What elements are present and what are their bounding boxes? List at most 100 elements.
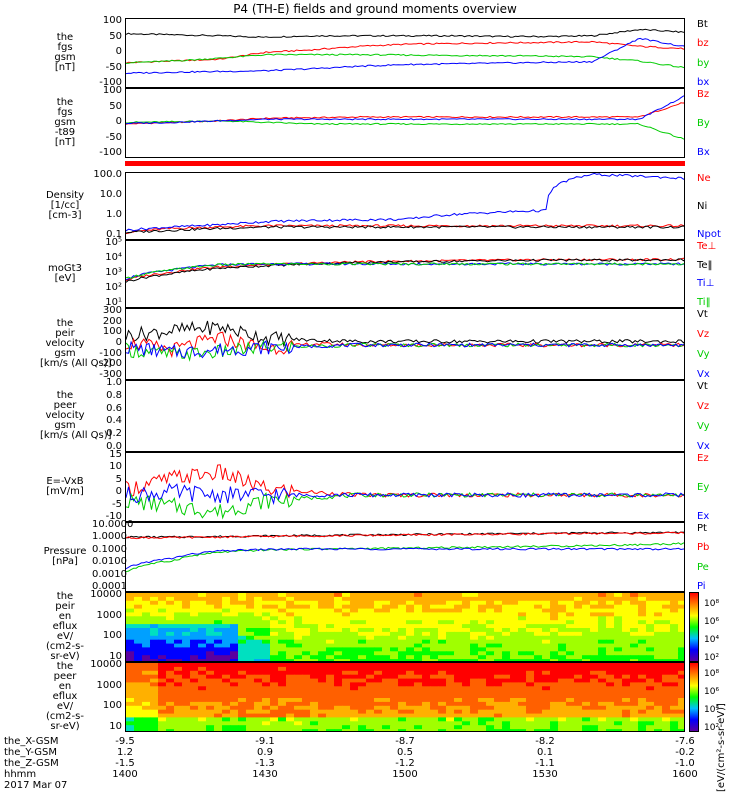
ytick-label: 10.0 [99, 189, 122, 200]
heatmap-cell [526, 698, 535, 703]
heatmap-cell [174, 725, 183, 730]
heatmap-cell [222, 612, 231, 617]
heatmap-cell [678, 635, 684, 641]
heatmap-cell [238, 659, 247, 661]
heatmap-cell [414, 678, 423, 684]
heatmap-cell [390, 639, 399, 645]
panel-10-ylabel: the peer en eflux eV/(cm2-s-sr-eV) [40, 662, 90, 732]
heatmap-cell [214, 620, 223, 625]
heatmap-cell [350, 655, 359, 660]
colorbar-tick: 10⁴ [704, 705, 720, 715]
heatmap-cell [142, 670, 151, 676]
heatmap-cell [414, 655, 423, 660]
legend-bz: bz [697, 38, 709, 50]
heatmap-cell [662, 713, 671, 719]
heatmap-cell [350, 624, 359, 629]
legend-By: By [697, 118, 710, 129]
heatmap-cell [454, 701, 463, 707]
heatmap-cell [630, 663, 639, 668]
heatmap-cell [382, 686, 391, 691]
heatmap-cell [270, 694, 279, 699]
heatmap-cell [374, 670, 383, 676]
heatmap-cell [470, 674, 479, 680]
heatmap-cell [310, 717, 319, 722]
colorbar-tick: 10⁸ [704, 669, 720, 679]
heatmap-cell [478, 709, 487, 715]
heatmap-cell [406, 663, 415, 668]
heatmap-cell [654, 682, 663, 687]
heatmap-cell [262, 690, 271, 695]
heatmap-cell [190, 701, 199, 707]
heatmap-cell [158, 694, 167, 699]
heatmap-cell [670, 635, 679, 641]
heatmap-cell [134, 635, 143, 641]
heatmap-cell [238, 690, 247, 695]
heatmap-cell [502, 698, 511, 703]
heatmap-cell [302, 682, 311, 687]
heatmap-cell [478, 600, 487, 606]
heatmap-cell [158, 729, 167, 731]
heatmap-cell [294, 639, 303, 645]
heatmap-cell [534, 674, 543, 680]
heatmap-cell [678, 593, 684, 598]
heatmap-cell [206, 616, 215, 621]
heatmap-cell [366, 690, 375, 695]
heatmap-cell [366, 678, 375, 684]
heatmap-cell [278, 596, 287, 602]
heatmap-cell [190, 596, 199, 602]
heatmap-cell [678, 709, 684, 715]
heatmap-cell [670, 631, 679, 637]
heatmap-cell [670, 596, 679, 602]
heatmap-cell [502, 678, 511, 684]
heatmap-cell [246, 713, 255, 719]
heatmap-cell [598, 678, 607, 684]
heatmap-cell [214, 612, 223, 617]
heatmap-cell [606, 717, 615, 722]
heatmap-cell [414, 624, 423, 629]
heatmap-cell [558, 655, 567, 660]
heatmap-cell [454, 659, 463, 661]
heatmap-cell [126, 717, 135, 722]
heatmap-cell [542, 651, 551, 656]
heatmap-cell [598, 596, 607, 602]
series-Npot-line [126, 173, 684, 232]
heatmap-cell [286, 713, 295, 719]
heatmap-cell [662, 674, 671, 680]
heatmap-cell [286, 686, 295, 691]
heatmap-cell [230, 666, 239, 672]
heatmap-cell [334, 705, 343, 711]
heatmap-cell [334, 600, 343, 606]
heatmap-cell [262, 694, 271, 699]
heatmap-cell [590, 682, 599, 687]
heatmap-cell [134, 620, 143, 625]
heatmap-cell [326, 705, 335, 711]
heatmap-cell [494, 705, 503, 711]
heatmap-cell [630, 624, 639, 629]
heatmap-cell [302, 624, 311, 629]
heatmap-cell [574, 682, 583, 687]
heatmap-cell [342, 600, 351, 606]
heatmap-cell [558, 690, 567, 695]
heatmap-cell [414, 717, 423, 722]
heatmap-cell [302, 666, 311, 672]
heatmap-cell [566, 639, 575, 645]
heatmap-cell [582, 651, 591, 656]
heatmap-cell [390, 725, 399, 730]
heatmap-cell [518, 709, 527, 715]
heatmap-cell [662, 663, 671, 668]
heatmap-cell [126, 725, 135, 730]
heatmap-cell [398, 729, 407, 731]
heatmap-cell [270, 709, 279, 715]
heatmap-cell [478, 690, 487, 695]
heatmap-cell [590, 635, 599, 641]
heatmap-cell [534, 666, 543, 672]
heatmap-cell [670, 701, 679, 707]
heatmap-cell [430, 635, 439, 641]
heatmap-cell [510, 694, 519, 699]
heatmap-cell [638, 604, 647, 610]
heatmap-cell [262, 639, 271, 645]
heatmap-cell [142, 612, 151, 617]
heatmap-cell [318, 628, 327, 633]
heatmap-cell [406, 701, 415, 707]
heatmap-cell [454, 709, 463, 715]
